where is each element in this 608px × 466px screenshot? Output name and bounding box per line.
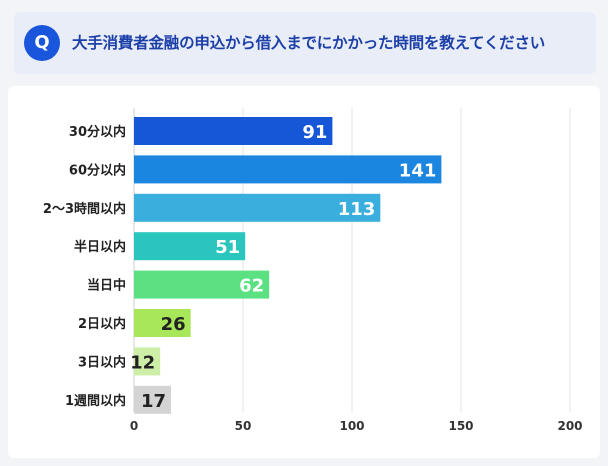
data-label: 62: [239, 276, 264, 297]
x-tick-label: 150: [448, 419, 473, 433]
bar-chart: 0 50 100 150 200 30分以内 91 60分以内 141 2〜3時間以内 113 半日以…: [43, 108, 583, 433]
bar: [134, 232, 246, 261]
bar: [134, 270, 270, 299]
x-tick-label: 100: [339, 419, 364, 433]
bar: [134, 117, 333, 145]
data-label: 91: [302, 122, 327, 143]
category-label: 半日以内: [74, 239, 126, 255]
x-tick-label: 200: [557, 419, 582, 433]
bar: [134, 385, 172, 414]
data-label: 12: [130, 352, 155, 373]
bar: [134, 309, 191, 337]
category-label: 2〜3時間以内: [43, 201, 126, 217]
question-badge: Q: [24, 25, 60, 61]
x-tick-label: 50: [235, 419, 252, 433]
question-header: Q 大手消費者金融の申込から借入までにかかった時間を教えてください: [14, 12, 596, 74]
x-tick-label: 0: [130, 419, 138, 433]
bar: [134, 347, 161, 376]
data-label: 17: [141, 391, 166, 412]
category-label: 60分以内: [69, 162, 126, 178]
data-label: 113: [338, 199, 376, 220]
bar: [134, 193, 381, 222]
category-label: 30分以内: [69, 124, 126, 140]
data-label: 26: [161, 314, 186, 335]
question-text: 大手消費者金融の申込から借入までにかかった時間を教えてください: [72, 34, 546, 52]
chart-card: 0 50 100 150 200 30分以内 91 60分以内 141 2〜3時間以内 113 半日以…: [8, 86, 600, 458]
data-label: 51: [215, 237, 240, 258]
bar: [134, 155, 442, 184]
category-label: 3日以内: [78, 354, 126, 370]
data-label: 141: [399, 160, 437, 181]
category-label: 1週間以内: [65, 393, 126, 409]
category-label: 当日中: [87, 278, 126, 294]
category-label: 2日以内: [78, 316, 126, 332]
